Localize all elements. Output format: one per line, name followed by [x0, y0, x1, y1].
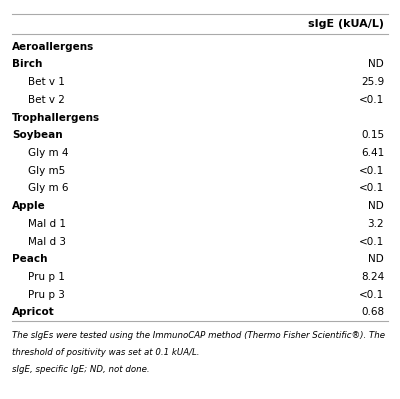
- Text: 3.2: 3.2: [367, 219, 384, 229]
- Text: ND: ND: [368, 201, 384, 211]
- Text: Trophallergens: Trophallergens: [12, 113, 100, 122]
- Text: <0.1: <0.1: [359, 290, 384, 300]
- Text: Apricot: Apricot: [12, 307, 55, 317]
- Text: Peach: Peach: [12, 254, 48, 264]
- Text: Apple: Apple: [12, 201, 46, 211]
- Text: Birch: Birch: [12, 59, 42, 69]
- Text: sIgE, specific IgE; ND, not done.: sIgE, specific IgE; ND, not done.: [12, 365, 150, 374]
- Text: sIgE (kUA/L): sIgE (kUA/L): [308, 19, 384, 29]
- Text: ND: ND: [368, 59, 384, 69]
- Text: Soybean: Soybean: [12, 130, 63, 140]
- Text: <0.1: <0.1: [359, 95, 384, 105]
- Text: Pru p 3: Pru p 3: [28, 290, 65, 300]
- Text: Mal d 1: Mal d 1: [28, 219, 66, 229]
- Text: <0.1: <0.1: [359, 237, 384, 247]
- Text: 25.9: 25.9: [361, 77, 384, 87]
- Text: 0.15: 0.15: [361, 130, 384, 140]
- Text: 6.41: 6.41: [361, 148, 384, 158]
- Text: Gly m 6: Gly m 6: [28, 184, 68, 194]
- Text: The sIgEs were tested using the ImmunoCAP method (Thermo Fisher Scientific®). Th: The sIgEs were tested using the ImmunoCA…: [12, 331, 385, 340]
- Text: Aeroallergens: Aeroallergens: [12, 42, 94, 52]
- Text: Mal d 3: Mal d 3: [28, 237, 66, 247]
- Text: threshold of positivity was set at 0.1 kUA/L.: threshold of positivity was set at 0.1 k…: [12, 348, 200, 357]
- Text: Bet v 1: Bet v 1: [28, 77, 65, 87]
- Text: <0.1: <0.1: [359, 166, 384, 176]
- Text: Bet v 2: Bet v 2: [28, 95, 65, 105]
- Text: Gly m 4: Gly m 4: [28, 148, 68, 158]
- Text: 0.68: 0.68: [361, 307, 384, 317]
- Text: Gly m5: Gly m5: [28, 166, 65, 176]
- Text: <0.1: <0.1: [359, 184, 384, 194]
- Text: ND: ND: [368, 254, 384, 264]
- Text: Pru p 1: Pru p 1: [28, 272, 65, 282]
- Text: 8.24: 8.24: [361, 272, 384, 282]
